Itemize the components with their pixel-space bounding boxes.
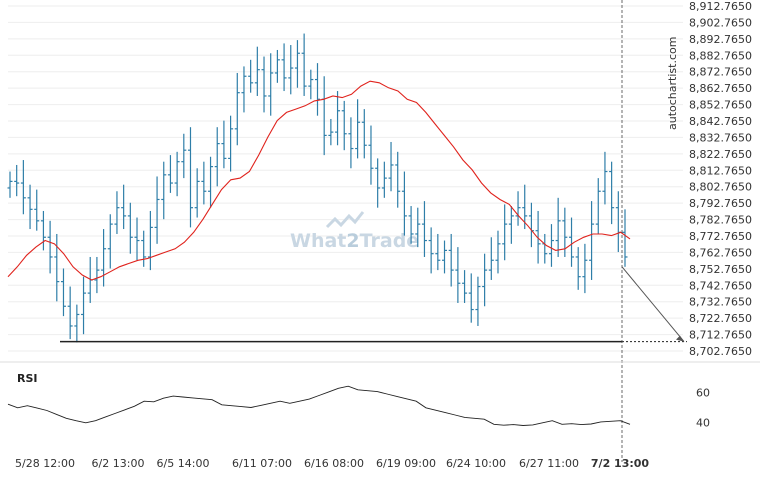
time-tick-label: 6/5 14:00 (157, 457, 210, 470)
price-tick-label: 8,832.7650 (689, 131, 752, 144)
price-tick-label: 8,842.7650 (689, 115, 752, 128)
price-tick-label: 8,852.7650 (689, 99, 752, 112)
grid-lines (8, 5, 683, 352)
watermark-logo-part: What (290, 230, 346, 252)
moving-average (7, 80, 631, 281)
watermark-trend-icon (325, 211, 365, 229)
price-tick-label: 8,892.7650 (689, 33, 752, 46)
price-bars (7, 33, 628, 343)
rsi-tick-label: 60 (696, 387, 710, 400)
price-tick-label: 8,752.7650 (689, 263, 752, 276)
price-tick-label: 8,792.7650 (689, 197, 752, 210)
price-tick-label: 8,862.7650 (689, 82, 752, 95)
price-tick-label: 8,812.7650 (689, 164, 752, 177)
price-tick-label: 8,712.7650 (689, 329, 752, 342)
watermark-logo-part: Trade (360, 230, 420, 252)
time-tick-label: 6/27 11:00 (519, 457, 579, 470)
rsi-label: RSI (17, 372, 38, 385)
rsi-line (7, 385, 631, 426)
ma-line (7, 80, 631, 281)
rsi-panel: RSI 60 40 (0, 361, 760, 430)
price-tick-label: 8,802.7650 (689, 181, 752, 194)
projection-arrowhead (676, 335, 684, 342)
price-tick-label: 8,722.7650 (689, 312, 752, 325)
price-tick-label: 8,902.7650 (689, 16, 752, 29)
time-tick-label: 6/2 13:00 (92, 457, 145, 470)
time-tick-label: 6/19 09:00 (376, 457, 436, 470)
watermark-logo: What2Trade (290, 230, 419, 252)
price-tick-label: 8,882.7650 (689, 49, 752, 62)
time-tick-label: 5/28 12:00 (15, 457, 75, 470)
price-tick-label: 8,732.7650 (689, 296, 752, 309)
price-tick-label: 8,822.7650 (689, 148, 752, 161)
time-tick-label: 7/2 13:00 (591, 457, 650, 470)
price-tick-label: 8,872.7650 (689, 66, 752, 79)
price-tick-label: 8,782.7650 (689, 214, 752, 227)
price-tick-label: 8,772.7650 (689, 230, 752, 243)
time-tick-label: 6/16 08:00 (304, 457, 364, 470)
time-axis: 5/28 12:00 6/2 13:00 6/5 14:00 6/11 07:00 6/… (15, 457, 649, 470)
time-tick-label: 6/11 07:00 (232, 457, 292, 470)
watermark-logo-part: 2 (346, 230, 359, 252)
pattern-overlay (60, 0, 687, 462)
price-tick-label: 8,742.7650 (689, 279, 752, 292)
price-tick-label: 8,912.7650 (689, 0, 752, 13)
brand-label: autochartist.com (666, 37, 679, 130)
time-tick-label: 6/24 10:00 (446, 457, 506, 470)
price-axis: 8,912.7650 8,902.7650 8,892.7650 8,882.7650… (689, 0, 752, 358)
price-tick-label: 8,762.7650 (689, 246, 752, 259)
projection-arrow (621, 266, 685, 342)
rsi-tick-label: 40 (696, 417, 710, 430)
price-tick-label: 8,702.7650 (689, 345, 752, 358)
